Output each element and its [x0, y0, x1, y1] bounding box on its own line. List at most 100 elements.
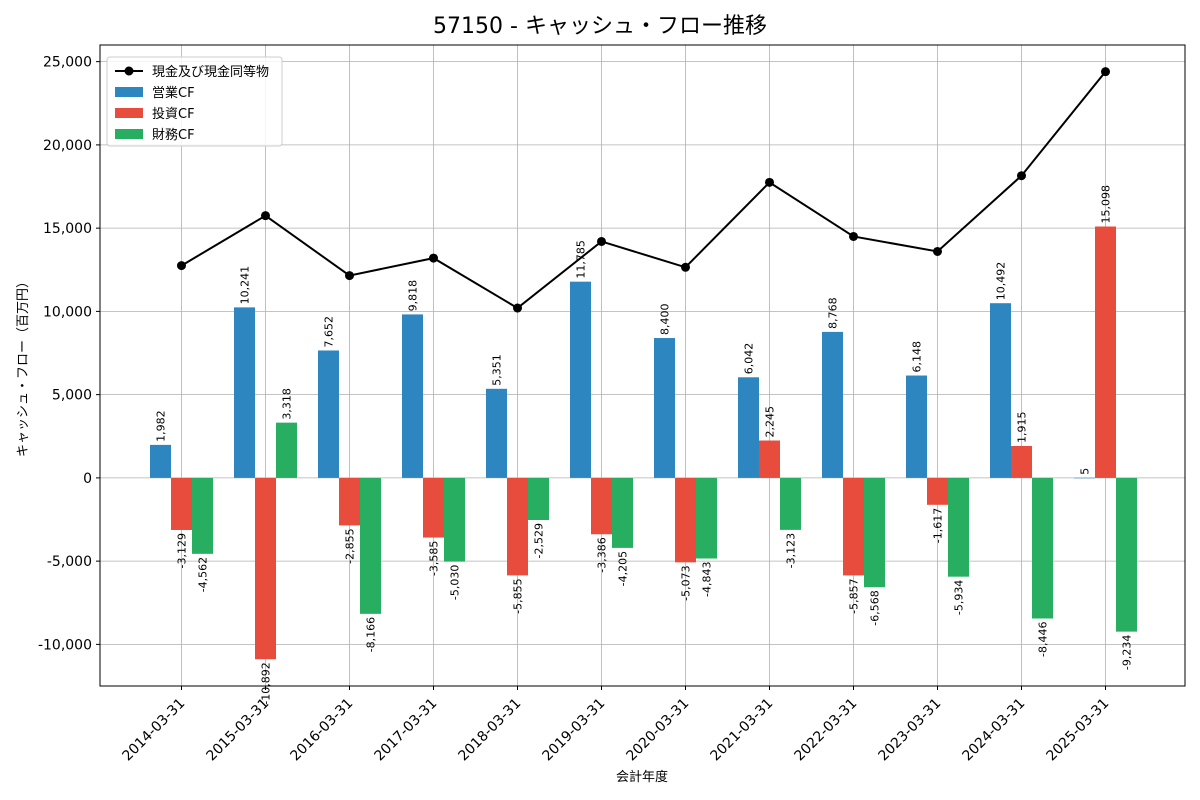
- bar-3: [780, 477, 801, 530]
- bar-value-label: 3,318: [281, 388, 294, 420]
- bars: [150, 226, 1137, 660]
- y-tick-label: 10,000: [43, 304, 92, 320]
- x-tick-label: 2016-03-31: [287, 696, 356, 765]
- bar-value-label: -5,073: [680, 565, 693, 600]
- y-tick-label: -5,000: [47, 554, 92, 570]
- bar-1: [822, 331, 843, 478]
- bar-value-label: 8,400: [659, 304, 672, 336]
- x-tick-label: 2025-03-31: [1043, 696, 1112, 765]
- y-tick-label: -10,000: [38, 637, 92, 653]
- bar-1: [318, 350, 339, 478]
- cash-line-point: [849, 231, 858, 241]
- bar-1: [402, 314, 423, 478]
- bar-value-label: 10,492: [995, 262, 1008, 301]
- legend-marker-swatch: [124, 66, 134, 76]
- bar-value-label: -4,843: [701, 562, 714, 597]
- bar-value-label: -3,386: [596, 537, 609, 572]
- bar-2: [675, 477, 696, 563]
- legend-label: 財務CF: [152, 128, 195, 143]
- bar-value-label: 9,818: [407, 280, 420, 312]
- y-tick-label: 25,000: [43, 55, 92, 71]
- bar-3: [1032, 477, 1053, 619]
- bar-2: [171, 477, 192, 530]
- bar-3: [948, 477, 969, 577]
- bar-2: [255, 477, 276, 660]
- bar-2: [759, 440, 780, 478]
- bar-3: [444, 477, 465, 562]
- bar-1: [906, 375, 927, 478]
- legend-bar-swatch: [115, 108, 143, 118]
- bar-value-label: -5,855: [512, 578, 525, 613]
- bar-value-label: -9,234: [1121, 635, 1134, 670]
- bar-3: [360, 477, 381, 614]
- cash-line-point: [345, 271, 354, 281]
- legend-label: 投資CF: [152, 106, 195, 122]
- bar-3: [612, 477, 633, 548]
- bar-1: [738, 377, 759, 478]
- x-tick-label: 2015-03-31: [203, 696, 272, 765]
- bar-value-label: -6,568: [869, 590, 882, 625]
- bar-3: [696, 477, 717, 559]
- bar-value-label: -1,617: [932, 508, 945, 543]
- bar-value-label: 2,245: [764, 406, 777, 438]
- bar-2: [591, 477, 612, 535]
- bar-value-label: 1,982: [155, 410, 168, 442]
- bar-value-label: -2,855: [344, 528, 357, 563]
- cash-line-point: [765, 177, 774, 187]
- bar-1: [654, 338, 675, 478]
- legend-bar-swatch: [115, 87, 143, 97]
- bar-value-label: -3,585: [428, 541, 441, 576]
- x-tick-label: 2019-03-31: [539, 696, 608, 765]
- bar-2: [927, 477, 948, 505]
- bar-1: [486, 388, 507, 478]
- bar-value-label: -4,205: [617, 551, 630, 586]
- bar-value-label: 5: [1079, 468, 1092, 475]
- x-tick-label: 2014-03-31: [119, 696, 188, 765]
- bar-value-label: 11,785: [575, 240, 588, 279]
- x-tick-label: 2023-03-31: [875, 696, 944, 765]
- bar-value-label: 6,042: [743, 343, 756, 375]
- bar-3: [192, 477, 213, 554]
- cash-line-point: [1017, 171, 1026, 181]
- bar-1: [1074, 477, 1095, 479]
- x-tick-label: 2024-03-31: [959, 696, 1028, 765]
- bar-value-label: -3,123: [785, 533, 798, 568]
- cash-line-point: [597, 236, 606, 246]
- cash-line-point: [1101, 67, 1110, 77]
- bar-value-label: 7,652: [323, 316, 336, 348]
- bar-value-label: 1,915: [1016, 411, 1029, 443]
- bar-value-label: 6,148: [911, 341, 924, 373]
- cash-line-point: [681, 262, 690, 272]
- x-tick-label: 2017-03-31: [371, 696, 440, 765]
- bar-2: [843, 477, 864, 576]
- grid-lines: [100, 45, 1185, 686]
- x-tick-label: 2018-03-31: [455, 696, 524, 765]
- chart-title: 57150 - キャッシュ・フロー推移: [433, 14, 767, 39]
- bar-3: [1116, 477, 1137, 632]
- bar-value-label: -5,934: [953, 580, 966, 615]
- bar-value-label: -8,166: [365, 617, 378, 652]
- x-tick-label: 2020-03-31: [623, 696, 692, 765]
- bar-value-label: 15,098: [1100, 185, 1113, 224]
- legend-bar-swatch: [115, 129, 143, 139]
- bar-value-label: -10,892: [260, 662, 273, 704]
- cash-line-point: [261, 211, 270, 221]
- y-tick-label: 15,000: [43, 221, 92, 237]
- y-axis-label: キャッシュ・フロー（百万円）: [16, 275, 31, 457]
- bar-value-label: -5,857: [848, 578, 861, 613]
- bar-1: [234, 307, 255, 478]
- x-axis-label: 会計年度: [616, 769, 668, 785]
- legend-label: 現金及び現金同等物: [152, 64, 269, 80]
- bar-1: [150, 444, 171, 478]
- data-labels: 1,982 10,241 7,652 9,818 5,351 11,785 8,400 6,0…: [155, 185, 1134, 705]
- y-tick-label: 20,000: [43, 138, 92, 154]
- plot-frame: [99, 44, 1186, 687]
- bar-2: [507, 477, 528, 576]
- bar-3: [276, 422, 297, 478]
- x-tick-label: 2021-03-31: [707, 696, 776, 765]
- bar-value-label: 5,351: [491, 354, 504, 386]
- bar-3: [528, 477, 549, 520]
- bar-2: [339, 477, 360, 526]
